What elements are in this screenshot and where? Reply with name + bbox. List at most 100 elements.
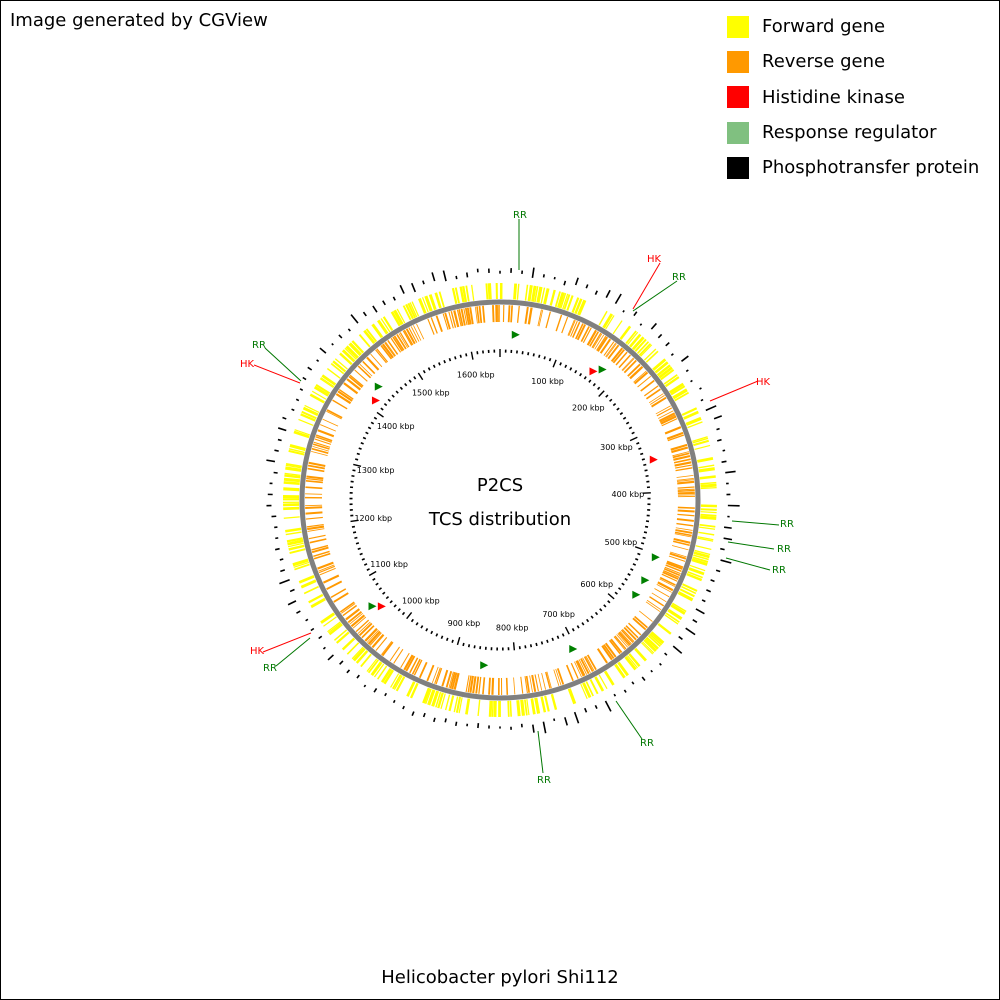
forward-gene	[334, 358, 348, 370]
reverse-gene	[649, 395, 665, 405]
minor-tick	[559, 362, 562, 366]
forward-gene	[645, 350, 659, 363]
reverse-gene	[381, 343, 394, 359]
forward-gene	[700, 487, 717, 490]
outer-tick	[685, 627, 696, 636]
forward-gene	[687, 421, 703, 429]
minor-tick	[586, 618, 590, 623]
reverse-gene	[476, 306, 480, 324]
reverse-gene	[645, 601, 661, 612]
minor-tick	[354, 458, 359, 461]
forward-gene	[328, 623, 343, 636]
forward-gene	[390, 673, 400, 688]
forward-gene	[516, 700, 521, 717]
forward-gene	[665, 612, 680, 623]
forward-gene	[656, 364, 671, 377]
forward-gene	[288, 449, 305, 456]
forward-gene	[634, 647, 647, 662]
reverse-gene	[403, 654, 414, 671]
reverse-gene	[669, 552, 687, 560]
reverse-gene	[349, 613, 364, 625]
forward-gene	[283, 487, 300, 492]
outer-tick	[296, 610, 301, 614]
reverse-gene	[673, 538, 691, 544]
forward-gene	[563, 294, 571, 310]
forward-gene	[660, 368, 675, 381]
forward-gene	[672, 602, 687, 613]
forward-gene	[634, 338, 647, 352]
minor-tick	[642, 536, 646, 540]
reverse-gene	[449, 671, 456, 689]
reverse-gene	[375, 637, 388, 651]
minor-tick	[614, 591, 618, 595]
outer-tick	[542, 721, 547, 734]
reverse-gene	[319, 567, 336, 576]
outer-tick	[701, 599, 706, 603]
forward-gene	[540, 287, 546, 304]
forward-gene	[444, 694, 451, 711]
outer-tick	[346, 669, 351, 674]
reverse-gene	[616, 634, 629, 648]
minor-tick	[546, 639, 549, 643]
feature-markers	[368, 330, 660, 670]
forward-gene	[304, 404, 320, 414]
reverse-gene	[366, 629, 379, 643]
minor-tick	[465, 353, 468, 357]
reverse-gene	[335, 393, 352, 405]
forward-gene	[687, 571, 703, 579]
forward-gene	[332, 360, 347, 373]
forward-gene	[698, 464, 715, 469]
minor-tick	[590, 615, 594, 619]
forward-gene	[285, 531, 302, 536]
reverse-gene	[385, 341, 396, 357]
minor-tick	[588, 379, 592, 383]
reverse-gene	[311, 450, 328, 457]
minor-tick	[609, 398, 613, 402]
reverse-gene	[623, 626, 637, 641]
reverse-gene	[317, 561, 334, 570]
minor-tick	[401, 611, 406, 616]
forward-gene	[300, 579, 317, 589]
reverse-gene	[466, 307, 472, 325]
legend: Forward gene Reverse gene Histidine kina…	[727, 9, 979, 185]
reverse-gene	[580, 658, 590, 675]
forward-gene	[603, 670, 615, 686]
reverse-gene	[367, 630, 381, 645]
outer-tick	[623, 689, 627, 693]
reverse-gene	[553, 669, 560, 687]
reverse-gene	[675, 529, 693, 534]
reverse-gene	[469, 307, 474, 325]
reverse-gene	[516, 305, 520, 323]
reverse-gene	[574, 661, 582, 678]
kbp-tick-label: 300 kbp	[600, 443, 633, 452]
reverse-gene	[672, 451, 689, 457]
forward-gene	[288, 544, 305, 551]
kbp-tick-label: 600 kbp	[580, 580, 613, 589]
forward-gene	[664, 614, 679, 625]
minor-tick	[445, 637, 449, 642]
reverse-gene	[435, 667, 443, 685]
forward-gene	[366, 658, 378, 672]
minor-tick	[361, 557, 366, 561]
minor-tick	[594, 611, 599, 616]
reverse-gene	[658, 410, 674, 419]
minor-tick	[618, 587, 622, 591]
forward-gene	[693, 439, 710, 447]
outer-tick	[454, 721, 458, 727]
outer-tick	[622, 310, 625, 313]
outer-tick	[631, 681, 635, 685]
kbp-tick-label: 1000 kbp	[402, 597, 440, 606]
reverse-gene	[357, 365, 372, 379]
forward-gene	[298, 575, 315, 584]
major-tick	[629, 436, 638, 442]
reverse-gene	[337, 390, 353, 402]
forward-gene	[396, 308, 406, 324]
minor-tick	[435, 633, 439, 637]
minor-tick	[644, 469, 648, 472]
forward-gene	[692, 556, 709, 563]
forward-gene	[516, 283, 520, 300]
forward-gene	[345, 345, 360, 359]
reverse-gene	[531, 674, 537, 692]
forward-gene	[363, 329, 376, 345]
minor-tick	[352, 469, 356, 472]
